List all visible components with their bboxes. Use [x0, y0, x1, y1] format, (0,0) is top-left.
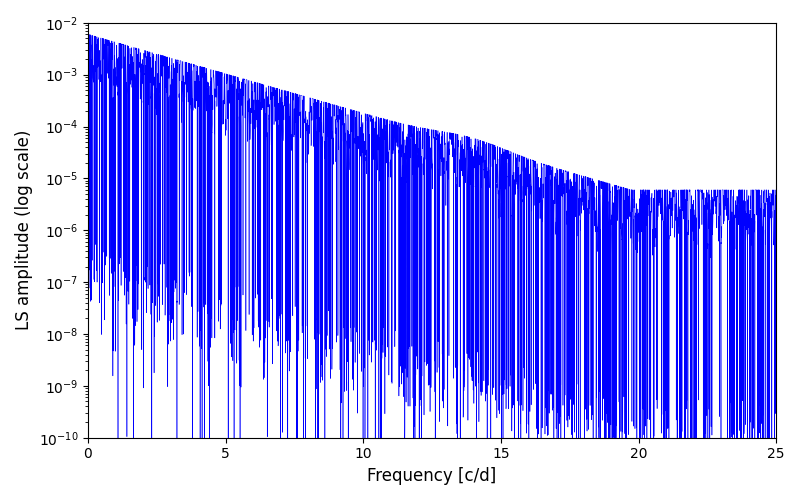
X-axis label: Frequency [c/d]: Frequency [c/d]	[367, 467, 497, 485]
Y-axis label: LS amplitude (log scale): LS amplitude (log scale)	[15, 130, 33, 330]
